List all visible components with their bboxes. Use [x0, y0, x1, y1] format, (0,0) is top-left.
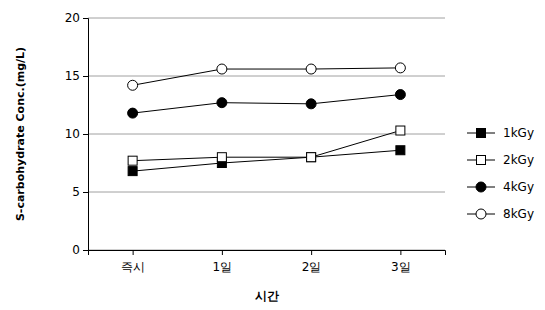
y-tick-label: 15	[65, 69, 80, 83]
legend: 1kGy 2kGy 4kGy 8kGy	[467, 126, 534, 221]
marker	[217, 64, 227, 74]
x-tick-label: 2일	[302, 260, 322, 274]
x-axis-line	[89, 251, 446, 256]
marker	[128, 156, 137, 165]
marker	[395, 63, 405, 73]
y-axis-title: S-carbohydrate Conc.(mg/L)	[14, 47, 27, 221]
x-axis: 즉시 1일 2일 3일	[89, 250, 446, 274]
legend-entry: 2kGy	[467, 153, 534, 167]
marker	[128, 167, 137, 176]
y-axis: 0 5 10 15 20	[65, 11, 89, 257]
chart: 0 5 10 15 20 즉시 1일 2일 3일시간 S-carbohydrate Conc.(m…	[0, 0, 545, 310]
grid-line	[88, 192, 445, 193]
marker	[307, 153, 316, 162]
legend-marker	[477, 156, 486, 165]
plot-area	[128, 63, 406, 176]
series	[128, 90, 406, 119]
y-tick-mark	[83, 192, 88, 193]
x-tick-label: 즉시	[121, 260, 145, 274]
marker	[128, 80, 138, 90]
y-tick: 0	[72, 243, 88, 257]
y-tick-label: 0	[72, 243, 80, 257]
marker	[217, 153, 226, 162]
y-tick: 5	[72, 185, 88, 199]
legend-entry: 8kGy	[467, 207, 534, 221]
y-tick: 10	[65, 127, 88, 141]
grid-line	[88, 18, 445, 19]
marker	[396, 146, 405, 155]
series	[128, 126, 405, 165]
series	[128, 146, 405, 176]
y-tick-label: 5	[72, 185, 80, 199]
x-tick-mark	[400, 250, 401, 255]
marker	[128, 108, 138, 118]
y-tick-mark	[83, 18, 88, 19]
marker	[396, 126, 405, 135]
x-tick: 2일	[302, 250, 322, 274]
marker	[395, 90, 405, 100]
marker	[217, 98, 227, 108]
legend-entry: 1kGy	[467, 126, 534, 140]
x-tick: 1일	[213, 250, 233, 274]
legend-label: 1kGy	[503, 126, 534, 140]
x-tick-mark	[133, 250, 134, 255]
series-line	[133, 68, 401, 85]
x-tick-label: 3일	[391, 260, 411, 274]
y-tick: 15	[65, 69, 88, 83]
x-tick-label: 1일	[213, 260, 233, 274]
legend-entry: 4kGy	[467, 180, 534, 194]
marker	[307, 153, 316, 162]
y-tick-mark	[83, 76, 88, 77]
y-tick-mark	[83, 134, 88, 135]
legend-marker	[476, 209, 486, 219]
legend-label: 4kGy	[503, 180, 534, 194]
y-tick-mark	[83, 250, 88, 251]
x-tick: 3일	[391, 250, 411, 274]
series-line	[133, 150, 401, 171]
legend-label: 8kGy	[503, 207, 534, 221]
marker	[306, 99, 316, 109]
x-tick: 즉시	[121, 250, 145, 274]
y-tick-label: 10	[65, 127, 80, 141]
y-axis-line	[83, 19, 89, 251]
legend-label: 2kGy	[503, 153, 534, 167]
y-tick: 20	[65, 11, 88, 25]
grid	[88, 18, 445, 250]
x-axis-title: 시간	[255, 289, 279, 303]
y-tick-label: 20	[65, 11, 80, 25]
series	[128, 63, 406, 90]
x-tick-mark	[222, 250, 223, 255]
series-line	[133, 131, 401, 161]
x-tick-mark	[311, 250, 312, 255]
series-line	[133, 95, 401, 114]
legend-marker	[477, 129, 486, 138]
marker	[306, 64, 316, 74]
grid-line	[88, 76, 445, 77]
legend-marker	[476, 182, 486, 192]
